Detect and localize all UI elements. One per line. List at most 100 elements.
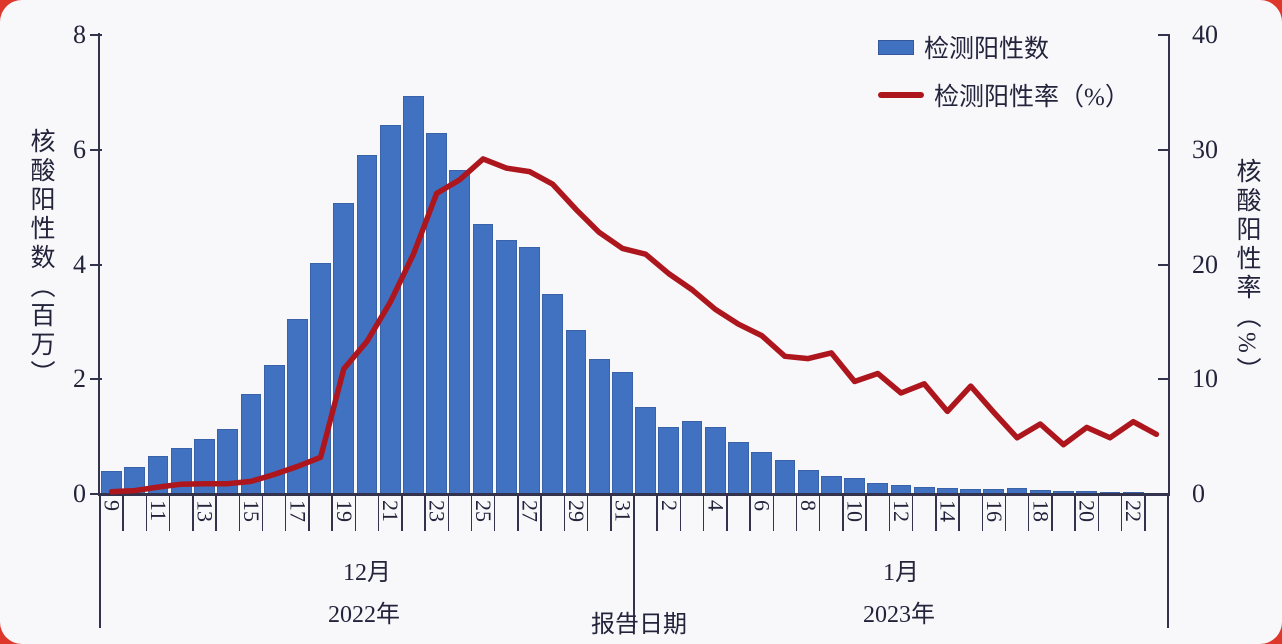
x-day-tick [424,494,426,531]
x-boundary-line [99,494,101,628]
x-day-tick [215,494,217,531]
x-day-tick [1120,494,1123,531]
x-day-tick [284,494,287,531]
x-day-tick [865,494,867,531]
x-day-label: 13 [192,500,218,522]
x-day-tick [911,494,914,531]
x-day-tick [586,494,589,531]
legend-bar-label: 检测阳性数 [924,36,1050,63]
year-label-2022: 2022年 [328,602,400,628]
legend-line-label: 检测阳性率（%） [934,84,1130,111]
bar [774,459,796,494]
bar [426,132,448,494]
x-boundary-line [633,494,635,628]
x-day-label: 27 [517,500,543,522]
x-day-tick [795,494,798,531]
y-tick-left [90,148,102,151]
x-day-tick [1144,494,1146,531]
y-tick-right [1158,378,1170,381]
x-day-tick [1074,494,1076,531]
x-day-tick [1004,494,1007,531]
bar [101,471,122,494]
y-tick-label-right: 30 [1192,134,1218,164]
y-tick-label-right: 10 [1192,364,1218,394]
x-day-tick [656,494,658,531]
bar [542,294,564,494]
bar [310,262,331,494]
x-day-tick [377,494,380,531]
x-day-label: 21 [378,500,404,522]
y-tick-label-left: 6 [73,134,86,164]
bar [658,426,680,494]
y-tick-left [90,263,102,266]
y-tick-right [1158,34,1170,36]
bar [124,467,146,494]
x-day-tick [702,494,705,531]
year-label-2023: 2023年 [863,602,935,628]
bar [519,247,540,494]
x-day-label: 17 [285,500,311,522]
y-tick-label-left: 4 [73,249,86,279]
x-day-label: 15 [238,500,264,522]
x-day-tick [1097,494,1100,531]
x-day-tick [238,494,241,531]
x-day-tick [1027,494,1030,531]
month-label-december: 12月 [343,560,391,586]
x-day-tick [958,494,960,531]
x-day-label: 12 [889,500,914,522]
right-axis-title: 核酸阳性率（%） [1233,158,1260,386]
x-day-label: 19 [331,500,357,522]
x-day-label: 4 [703,500,729,511]
bar [635,406,656,494]
x-day-label: 16 [981,500,1007,522]
bar [704,427,726,494]
x-day-tick [192,494,194,531]
y-tick-left [90,493,102,495]
x-day-tick [726,494,728,531]
bar [751,452,773,494]
x-day-label: 11 [146,500,172,522]
bar [286,319,308,494]
x-day-tick [1051,494,1053,531]
bar [728,442,749,494]
x-boundary-line [1167,494,1169,628]
x-day-tick [842,494,844,531]
x-day-tick [493,494,496,531]
bar [333,202,355,494]
x-day-tick [145,494,148,531]
left-axis-title: 核酸阳性数（百万） [27,128,54,389]
x-axis-caption: 报告日期 [591,612,687,638]
x-day-tick [540,494,542,531]
x-day-label: 6 [749,500,775,511]
x-day-tick [935,494,937,531]
bar [379,125,401,494]
legend-line-swatch [878,92,924,98]
x-day-tick [261,494,264,531]
x-day-tick [168,494,171,531]
x-day-tick [772,494,775,531]
x-day-tick [563,494,566,531]
legend-item-positive-rate: 检测阳性率（%） [878,82,1130,111]
y-tick-label-right: 20 [1192,249,1218,279]
x-day-tick [401,494,403,531]
legend-bar-swatch [878,39,914,55]
x-day-label: 20 [1074,500,1100,522]
x-day-label: 10 [842,500,868,522]
x-day-label: 22 [1121,500,1147,522]
bar [472,224,494,494]
bar [449,169,471,494]
bar [495,240,517,494]
x-day-tick [749,494,751,531]
y-tick-label-left: 0 [73,479,86,508]
legend: 检测阳性数 检测阳性率（%） [878,34,1130,130]
bar [147,456,169,494]
y-tick-label-right: 40 [1192,20,1218,49]
x-day-label: 23 [424,500,450,522]
x-day-tick [610,494,612,531]
x-day-tick [447,494,449,531]
y-tick-right [1158,263,1170,266]
bar [588,359,610,494]
bar [611,372,633,494]
